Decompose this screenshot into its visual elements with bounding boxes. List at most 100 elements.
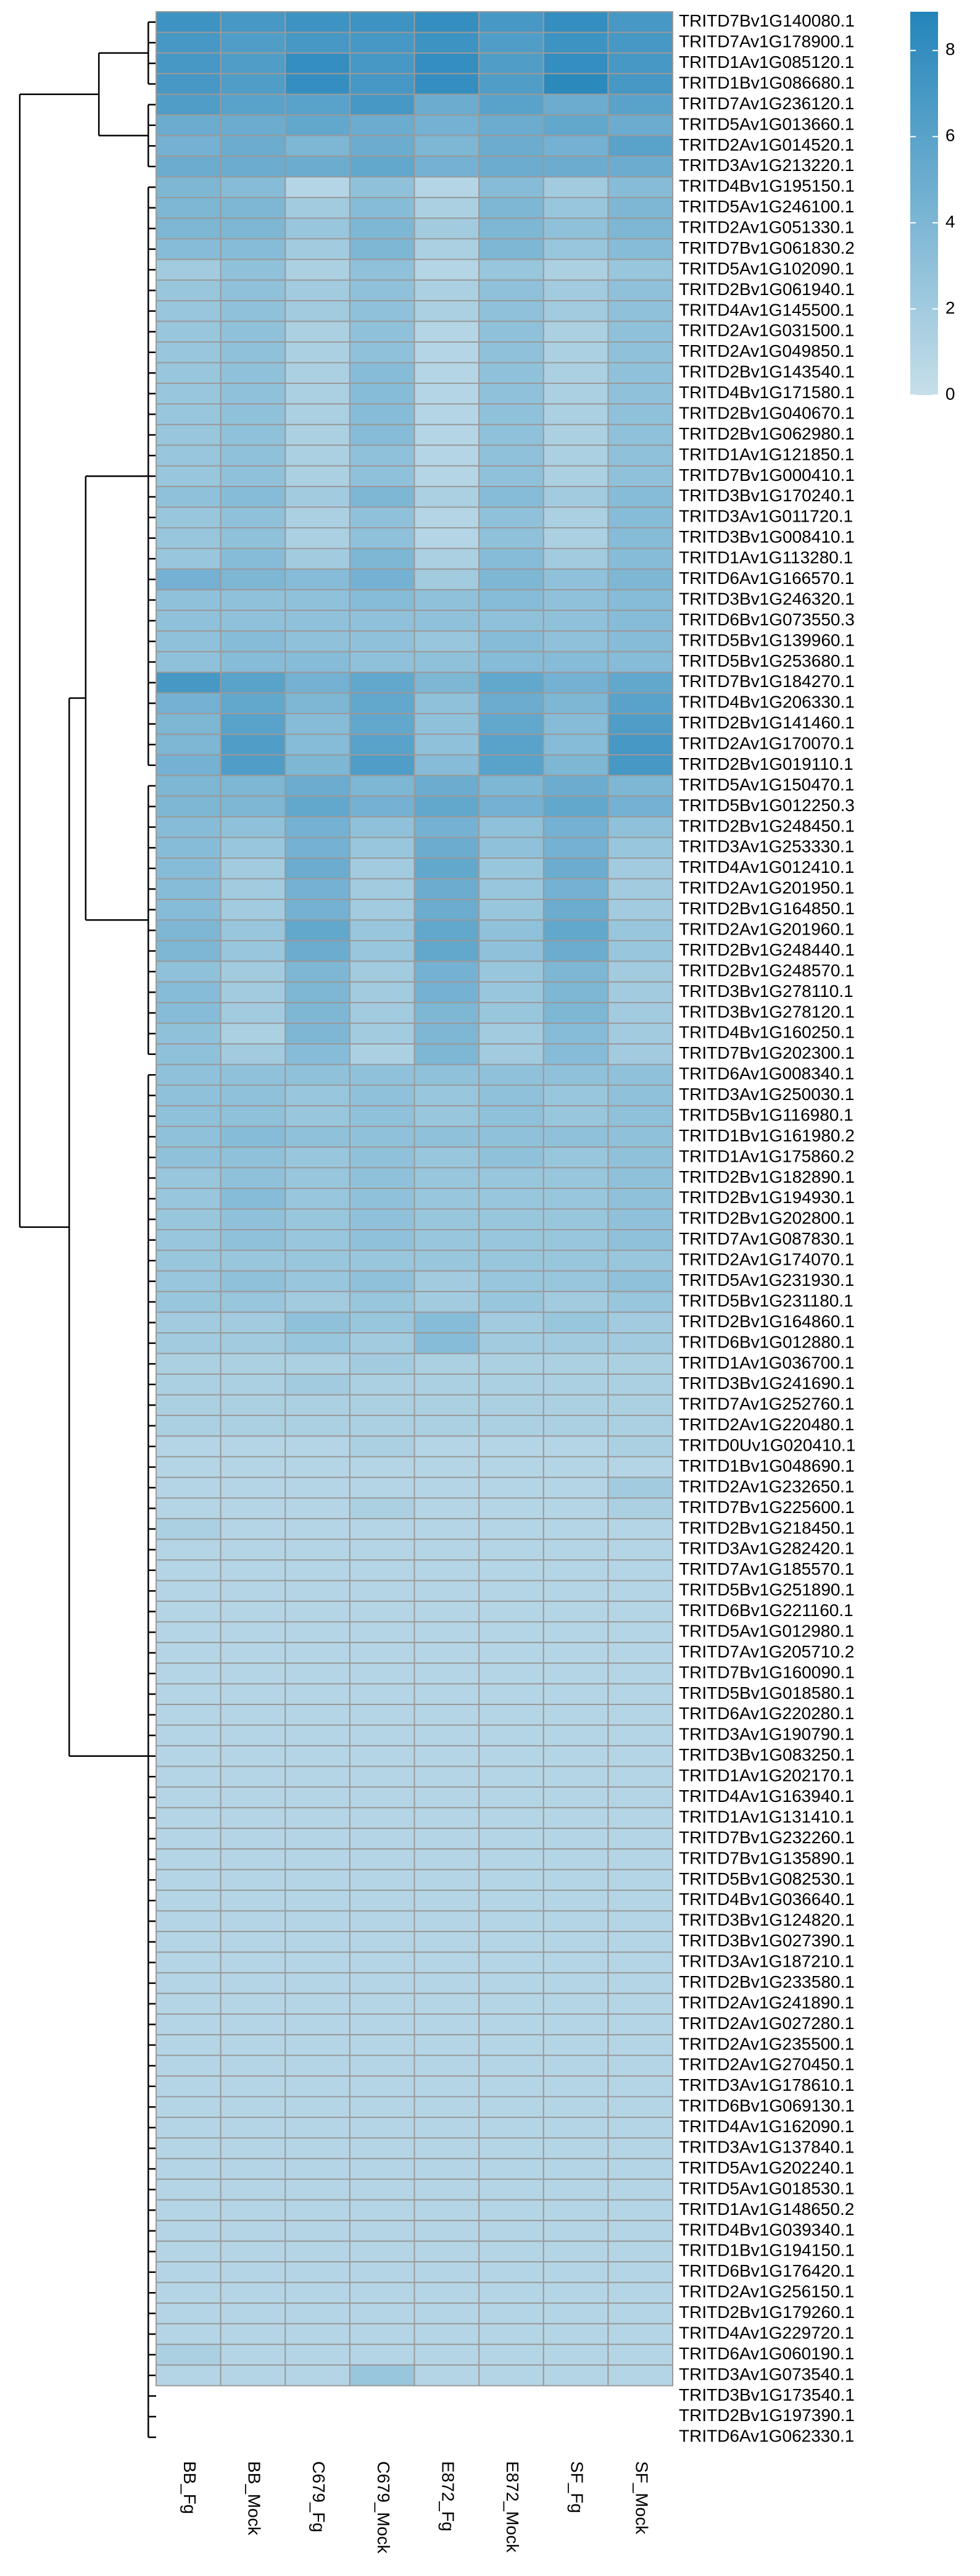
heatmap-cell	[284, 1600, 351, 1623]
heatmap-cell	[284, 589, 351, 611]
heatmap-cell	[542, 961, 609, 983]
heatmap-cell	[349, 279, 415, 302]
heatmap-cell	[542, 754, 609, 777]
heatmap-cell	[156, 1869, 222, 1891]
heatmap-cell	[349, 1827, 415, 1850]
heatmap-cell	[607, 135, 673, 157]
heatmap-cell	[284, 1518, 351, 1540]
heatmap-cell	[542, 506, 609, 529]
heatmap-cell	[156, 2054, 222, 2077]
heatmap-cell	[542, 1641, 609, 1664]
heatmap-cell	[156, 238, 222, 261]
heatmap-cell	[478, 1869, 544, 1891]
heatmap-cell	[220, 1043, 286, 1065]
heatmap-cell	[284, 1559, 351, 1582]
heatmap-cell	[220, 816, 286, 838]
heatmap-cell	[156, 878, 222, 900]
heatmap-cell	[478, 1394, 544, 1416]
heatmap-cell	[349, 1518, 415, 1540]
heatmap-cell	[413, 1538, 480, 1561]
heatmap-cell	[220, 1621, 286, 1643]
heatmap-cell	[220, 548, 286, 570]
color-tick-label: 8	[945, 40, 955, 59]
heatmap-cell	[413, 733, 480, 756]
row-label: TRITD3Av1G137840.1	[679, 2138, 854, 2157]
heatmap-cell	[413, 816, 480, 838]
heatmap-cell	[220, 1146, 286, 1169]
heatmap-cell	[413, 2343, 480, 2366]
heatmap-cell	[607, 2343, 673, 2366]
heatmap-cell	[607, 733, 673, 756]
heatmap-cell	[220, 2302, 286, 2325]
heatmap-cell	[607, 1683, 673, 1706]
heatmap-cell	[478, 1022, 544, 1045]
heatmap-cell	[542, 1311, 609, 1334]
row-label: TRITD3Av1G190790.1	[679, 1725, 854, 1744]
heatmap-cell	[413, 1373, 480, 1396]
heatmap-cell	[349, 2364, 415, 2386]
heatmap-cell	[413, 1229, 480, 1251]
heatmap-cell	[156, 1435, 222, 1457]
heatmap-cell	[542, 2137, 609, 2159]
heatmap-cell	[284, 238, 351, 261]
heatmap-cell	[284, 672, 351, 694]
row-label: TRITD2Bv1G248570.1	[679, 961, 855, 980]
heatmap-cell	[478, 1064, 544, 1086]
heatmap-cell	[607, 1146, 673, 1169]
heatmap-cell	[542, 2178, 609, 2201]
heatmap-cell	[607, 2157, 673, 2180]
heatmap-cell	[220, 1538, 286, 1561]
heatmap-cell	[156, 1456, 222, 1478]
heatmap-cell	[220, 1249, 286, 1272]
heatmap-cell	[542, 1043, 609, 1065]
heatmap-cell	[413, 651, 480, 673]
heatmap-cell	[349, 1724, 415, 1747]
color-tick-label: 2	[945, 298, 955, 317]
row-label: TRITD1Av1G121850.1	[679, 444, 854, 464]
heatmap-cell	[156, 609, 222, 632]
heatmap-cell	[413, 898, 480, 921]
heatmap-cell	[220, 1641, 286, 1664]
heatmap-cell	[478, 2323, 544, 2345]
heatmap-cell	[607, 444, 673, 467]
heatmap-cell	[607, 1580, 673, 1602]
heatmap-cell	[542, 382, 609, 405]
heatmap-cell	[349, 1972, 415, 1995]
heatmap-cell	[413, 1559, 480, 1582]
heatmap-cell	[413, 1930, 480, 1953]
row-label: TRITD7Av1G178900.1	[679, 32, 854, 51]
heatmap-cell	[284, 1373, 351, 1396]
heatmap-cell	[284, 1641, 351, 1664]
heatmap-cell	[349, 2075, 415, 2098]
row-label: TRITD5Av1G012980.1	[679, 1621, 854, 1640]
heatmap-cell	[542, 1105, 609, 1127]
heatmap-cell	[542, 320, 609, 343]
heatmap-cell	[478, 1641, 544, 1664]
heatmap-cell	[220, 2054, 286, 2077]
heatmap-cell	[220, 1930, 286, 1953]
heatmap-cell	[349, 795, 415, 818]
heatmap-cell	[284, 1724, 351, 1747]
heatmap-cell	[607, 403, 673, 425]
heatmap-cell	[542, 1249, 609, 1272]
heatmap-cell	[413, 1827, 480, 1850]
heatmap-cell	[478, 2282, 544, 2304]
heatmap-cell	[284, 919, 351, 941]
heatmap-cell	[349, 444, 415, 467]
row-label: TRITD2Bv1G141460.1	[679, 713, 855, 732]
heatmap-cell	[478, 259, 544, 281]
row-label: TRITD6Av1G062330.1	[679, 2427, 854, 2446]
heatmap-cell	[542, 196, 609, 219]
heatmap-cell	[607, 1456, 673, 1478]
heatmap-cell	[284, 898, 351, 921]
heatmap-cell	[349, 548, 415, 570]
heatmap-cell	[478, 93, 544, 116]
heatmap-cell	[542, 1538, 609, 1561]
heatmap-cell	[220, 279, 286, 302]
heatmap-cell	[220, 52, 286, 75]
heatmap-cell	[284, 403, 351, 425]
heatmap-cell	[607, 1641, 673, 1664]
heatmap-cell	[413, 1105, 480, 1127]
heatmap-cell	[478, 2240, 544, 2263]
